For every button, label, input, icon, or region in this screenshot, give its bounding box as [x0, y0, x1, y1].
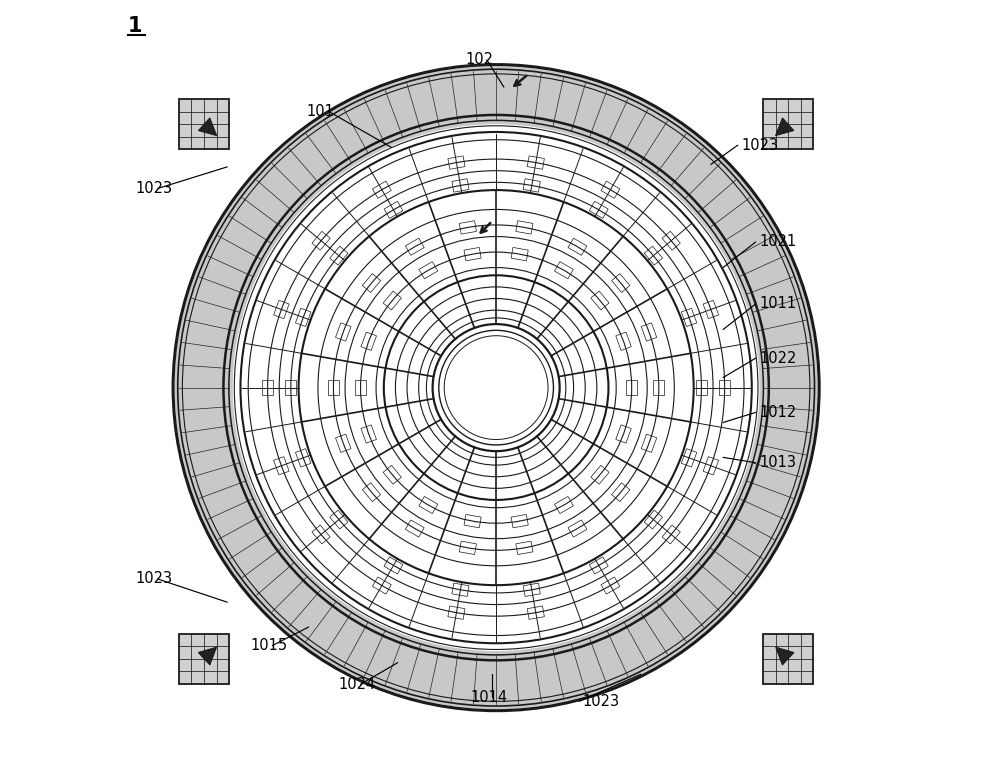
Circle shape [233, 124, 760, 651]
Bar [763, 633, 813, 684]
Text: 1023: 1023 [136, 181, 173, 196]
Text: 1012: 1012 [760, 405, 797, 420]
Polygon shape [776, 648, 794, 665]
Bar [179, 633, 229, 684]
Circle shape [239, 131, 753, 645]
Text: 1023: 1023 [583, 694, 620, 709]
Polygon shape [198, 648, 217, 665]
Circle shape [175, 66, 818, 709]
Text: 1015: 1015 [251, 638, 288, 653]
Text: 1021: 1021 [760, 234, 797, 250]
Bar [179, 99, 229, 150]
Polygon shape [776, 118, 794, 135]
Text: 1013: 1013 [760, 455, 797, 471]
Text: 102: 102 [465, 52, 493, 67]
Text: 1014: 1014 [471, 690, 508, 705]
Text: 1024: 1024 [339, 677, 376, 692]
Text: 1: 1 [128, 16, 143, 36]
Bar [763, 99, 813, 150]
Text: 1023: 1023 [742, 138, 779, 153]
Text: 1011: 1011 [760, 297, 797, 312]
Polygon shape [198, 118, 217, 135]
Text: 101: 101 [306, 103, 334, 118]
Circle shape [444, 336, 548, 439]
Text: 1022: 1022 [760, 351, 797, 366]
Text: 1023: 1023 [136, 572, 173, 586]
